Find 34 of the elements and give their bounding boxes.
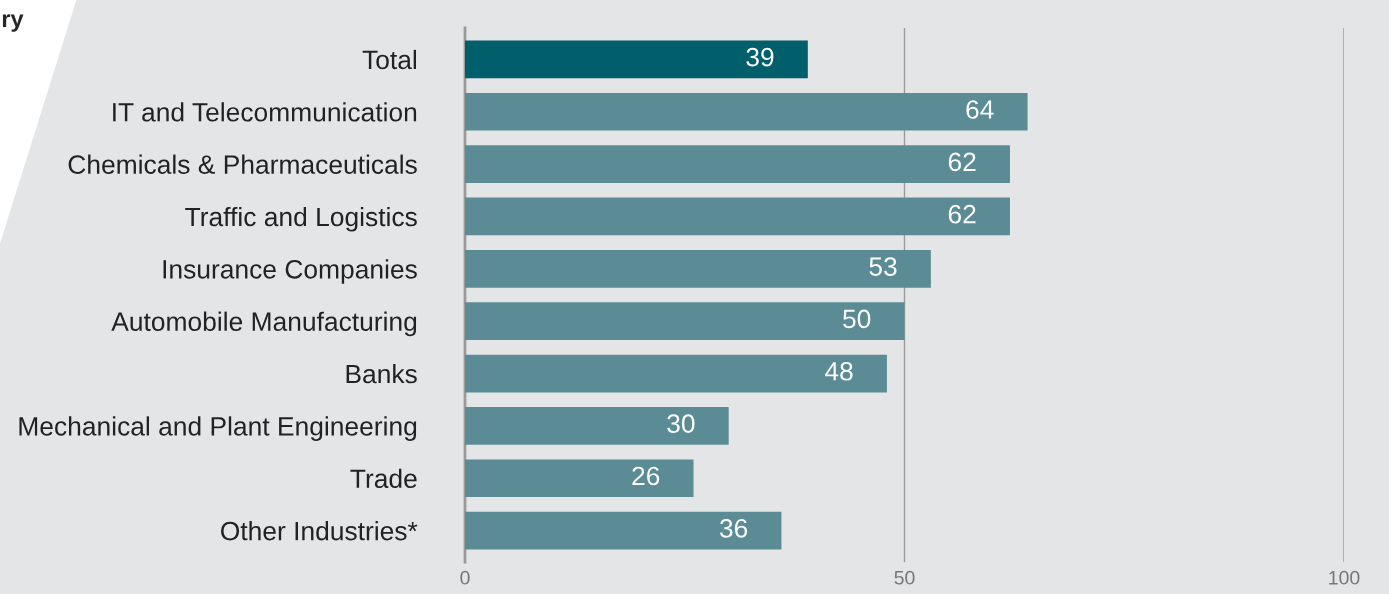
bar — [465, 354, 887, 393]
bar — [465, 249, 931, 288]
data-label: 30 — [667, 414, 695, 433]
y-tick-label: Banks — [346, 363, 417, 384]
bar — [465, 459, 694, 498]
data-label: 39 — [746, 47, 774, 67]
y-tick-label: IT and Telecommunication — [113, 102, 417, 122]
bar — [465, 40, 808, 79]
data-label: 62 — [948, 204, 976, 224]
data-label: 64 — [966, 100, 994, 119]
bar — [465, 145, 1010, 183]
y-tick-label: Automobile Manufacturing — [111, 311, 417, 337]
x-tick-label: 0 — [460, 570, 470, 585]
bar — [465, 197, 1010, 236]
y-tick-label: Chemicals & Pharmaceuticals — [68, 154, 417, 174]
bar — [465, 407, 729, 445]
bar — [465, 511, 782, 550]
data-label: 26 — [632, 466, 660, 486]
bar — [465, 92, 1028, 131]
text: ry — [2, 14, 24, 32]
y-tick-label: Total — [362, 49, 417, 70]
y-tick-label: Trade — [350, 468, 417, 489]
y-tick-label: Other Industries* — [221, 521, 418, 541]
data-label: 50 — [843, 309, 871, 329]
y-tick-label: Traffic and Logistics — [185, 206, 417, 232]
bar — [465, 302, 905, 341]
data-label: 53 — [869, 257, 897, 276]
y-tick-label: Insurance Companies — [163, 259, 417, 284]
data-label: 36 — [719, 518, 748, 538]
y-tick-label: Mechanical and Plant Engineering — [19, 416, 417, 441]
data-label: 62 — [948, 152, 976, 172]
x-tick-label: 50 — [894, 570, 915, 585]
x-tick-label: 100 — [1329, 570, 1360, 585]
data-label: 48 — [825, 361, 853, 381]
